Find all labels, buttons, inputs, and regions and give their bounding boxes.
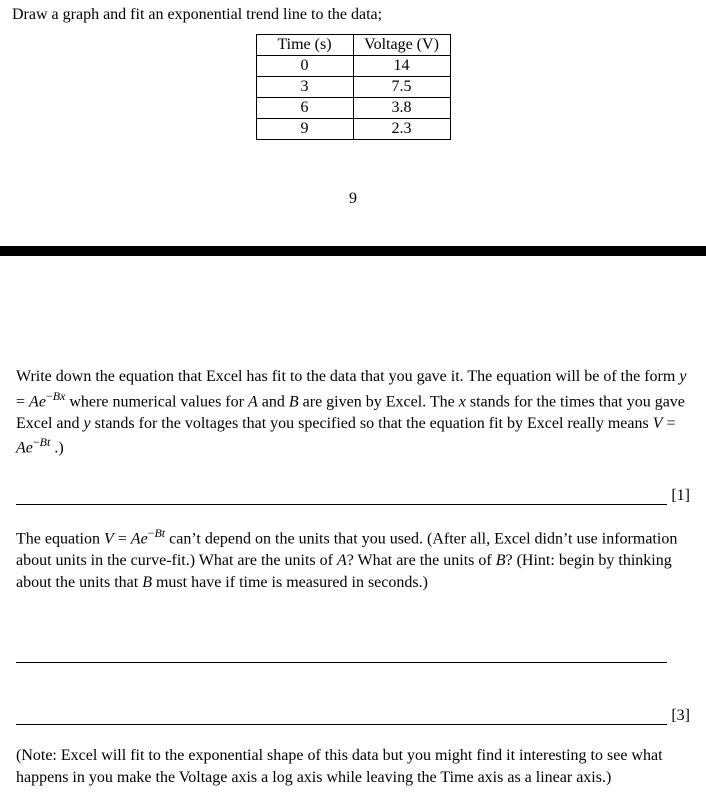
cell-time: 9: [256, 119, 353, 140]
marks-label: [1]: [667, 487, 690, 505]
var-y: y: [679, 368, 686, 385]
cell-voltage: 2.3: [353, 119, 450, 140]
cell-time: 0: [256, 56, 353, 77]
table-body: 0 14 3 7.5 6 3.8 9 2.3: [256, 56, 450, 140]
eq-sign: =: [662, 415, 675, 432]
answer-line: [3]: [16, 645, 690, 663]
exponent: −Bt: [148, 526, 165, 540]
page: Draw a graph and fit an exponential tren…: [0, 0, 706, 804]
cell-voltage: 3.8: [353, 98, 450, 119]
text: ? What are the units of: [347, 552, 496, 569]
note-text: (Note: Excel will fit to the exponential…: [16, 745, 690, 788]
cell-voltage: 14: [353, 56, 450, 77]
cell-time: 3: [256, 77, 353, 98]
text: stands for the voltages that you specifi…: [91, 415, 653, 432]
cell-time: 6: [256, 98, 353, 119]
table-row: 9 2.3: [256, 119, 450, 140]
neg: −: [46, 389, 53, 403]
units-question: The equation V = Ae−Bt can’t depend on t…: [16, 525, 690, 593]
table-row: 6 3.8: [256, 98, 450, 119]
var-x: x: [459, 393, 466, 410]
var-A: A: [29, 393, 39, 410]
eq-sign: =: [114, 530, 131, 547]
col-header-time: Time (s): [256, 35, 353, 56]
text: must have if time is measured in seconds…: [152, 574, 428, 591]
page-break-bar: [0, 246, 706, 256]
var-A: A: [16, 439, 26, 456]
var-A: A: [248, 393, 258, 410]
var-B: B: [142, 574, 152, 591]
var-A: A: [337, 552, 347, 569]
top-section: Draw a graph and fit an exponential tren…: [0, 0, 706, 246]
answer-line: [1]: [16, 487, 690, 505]
data-table: Time (s) Voltage (V) 0 14 3 7.5 6 3.8: [256, 34, 451, 140]
var-B: B: [154, 526, 161, 540]
blank-line: [16, 662, 667, 663]
neg: −: [33, 435, 40, 449]
eq-sign: =: [16, 393, 29, 410]
var-x: x: [60, 389, 65, 403]
graph-prompt: Draw a graph and fit an exponential tren…: [12, 6, 694, 24]
col-header-voltage: Voltage (V): [353, 35, 450, 56]
text: .): [50, 439, 63, 456]
text: where numerical values for: [69, 393, 248, 410]
var-V: V: [104, 530, 114, 547]
text: Write down the equation that Excel has f…: [16, 368, 679, 385]
blank-line: [16, 504, 667, 505]
var-B: B: [496, 552, 506, 569]
var-B: B: [289, 393, 299, 410]
var-e: e: [39, 393, 46, 410]
var-e: e: [141, 530, 148, 547]
text: and: [258, 393, 289, 410]
equation-question: Write down the equation that Excel has f…: [16, 366, 690, 459]
table-header-row: Time (s) Voltage (V): [256, 35, 450, 56]
table-row: 3 7.5: [256, 77, 450, 98]
var-B: B: [40, 435, 47, 449]
page-number: 9: [12, 190, 694, 208]
answer-line: [3]: [16, 707, 690, 725]
var-e: e: [26, 439, 33, 456]
blank-line: [16, 724, 667, 725]
exponent: −Bx: [46, 389, 65, 403]
table-row: 0 14: [256, 56, 450, 77]
spacer: [16, 599, 690, 635]
exponent: −Bt: [33, 435, 50, 449]
var-y: y: [84, 415, 91, 432]
text: are given by Excel. The: [299, 393, 459, 410]
bottom-section: Write down the equation that Excel has f…: [0, 256, 706, 804]
cell-voltage: 7.5: [353, 77, 450, 98]
var-A: A: [131, 530, 141, 547]
text: The equation: [16, 530, 104, 547]
var-B: B: [53, 389, 60, 403]
table-head: Time (s) Voltage (V): [256, 35, 450, 56]
marks-label: [3]: [667, 707, 690, 725]
